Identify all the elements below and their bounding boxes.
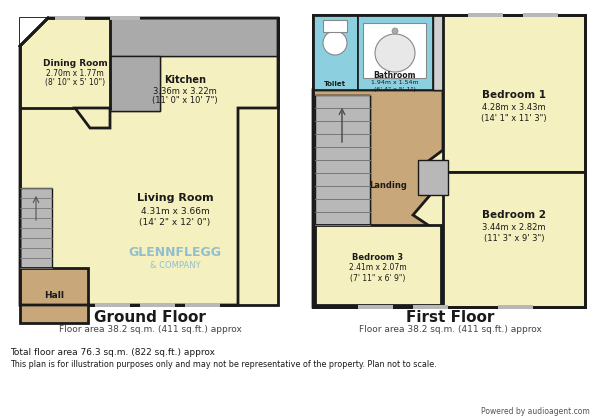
Bar (433, 15, 463, 90)
Text: Floor area 38.2 sq.m. (411 sq.ft.) approx: Floor area 38.2 sq.m. (411 sq.ft.) appro… (359, 325, 541, 333)
Bar (498, 305, 533, 309)
Text: This plan is for illustration purposes only and may not be representative of the: This plan is for illustration purposes o… (10, 360, 437, 369)
Text: Hall: Hall (44, 291, 64, 299)
Text: (11' 0" x 10' 7"): (11' 0" x 10' 7") (152, 97, 218, 105)
Text: Toilet: Toilet (324, 81, 346, 87)
Bar (315, 95, 370, 225)
Text: (11' 3" x 9' 3"): (11' 3" x 9' 3") (484, 234, 544, 242)
Text: 3.44m x 2.82m: 3.44m x 2.82m (482, 223, 546, 231)
Bar (20, 188, 52, 268)
Bar (315, 225, 441, 305)
Bar (20, 18, 278, 305)
Polygon shape (20, 18, 278, 305)
Bar (358, 15, 433, 90)
Text: (6' 4" x 5' 1"): (6' 4" x 5' 1") (374, 87, 416, 92)
Bar (110, 18, 278, 56)
Text: (8' 10" x 5' 10"): (8' 10" x 5' 10") (45, 78, 105, 87)
Text: 2.70m x 1.77m: 2.70m x 1.77m (46, 68, 104, 78)
Text: Ground Floor: Ground Floor (94, 310, 206, 326)
Text: Landing: Landing (369, 181, 407, 189)
Bar (443, 172, 585, 307)
Text: (14' 1" x 11' 3"): (14' 1" x 11' 3") (481, 113, 547, 123)
Text: Bedroom 1: Bedroom 1 (482, 90, 546, 100)
Bar (55, 16, 85, 20)
Text: Bedroom 2: Bedroom 2 (482, 210, 546, 220)
Text: (14' 2" x 12' 0"): (14' 2" x 12' 0") (139, 218, 211, 226)
Text: Powered by audioagent.com: Powered by audioagent.com (481, 407, 590, 417)
Ellipse shape (375, 34, 415, 72)
Bar (95, 303, 130, 307)
Bar (110, 56, 160, 111)
Bar (313, 15, 358, 90)
Bar (358, 305, 393, 309)
Text: & COMPANY: & COMPANY (149, 262, 200, 270)
Text: Total floor area 76.3 sq.m. (822 sq.ft.) approx: Total floor area 76.3 sq.m. (822 sq.ft.)… (10, 348, 215, 357)
Polygon shape (20, 18, 48, 46)
Polygon shape (20, 18, 48, 46)
Circle shape (323, 31, 347, 55)
Text: Floor area 38.2 sq.m. (411 sq.ft.) approx: Floor area 38.2 sq.m. (411 sq.ft.) appro… (59, 325, 241, 333)
Bar (323, 20, 347, 32)
Bar (110, 16, 140, 20)
Bar (523, 13, 558, 17)
Text: 4.31m x 3.66m: 4.31m x 3.66m (140, 207, 209, 215)
Text: GLENNFLEGG: GLENNFLEGG (128, 247, 221, 260)
Text: Kitchen: Kitchen (164, 75, 206, 85)
Circle shape (392, 28, 398, 34)
Text: Living Room: Living Room (137, 193, 214, 203)
Text: Bedroom 3: Bedroom 3 (352, 252, 404, 262)
Bar (110, 18, 278, 56)
Text: Bathroom: Bathroom (374, 71, 416, 79)
Bar (110, 56, 160, 111)
Text: 4.28m x 3.43m: 4.28m x 3.43m (482, 102, 546, 111)
Text: 2.41m x 2.07m: 2.41m x 2.07m (349, 263, 407, 273)
Polygon shape (75, 108, 110, 128)
Bar (140, 303, 175, 307)
Bar (185, 303, 220, 307)
Bar (110, 56, 160, 111)
Text: (7' 11" x 6' 9"): (7' 11" x 6' 9") (350, 273, 406, 283)
Text: First Floor: First Floor (406, 310, 494, 326)
Polygon shape (313, 90, 443, 307)
Text: 3.36m x 3.22m: 3.36m x 3.22m (153, 87, 217, 95)
Bar (110, 18, 278, 56)
Bar (468, 13, 503, 17)
Bar (315, 95, 370, 225)
Text: Dining Room: Dining Room (43, 58, 107, 68)
Text: 1.94m x 1.54m: 1.94m x 1.54m (371, 79, 419, 84)
Bar (413, 305, 448, 309)
Bar (313, 15, 585, 307)
Bar (443, 15, 585, 172)
Bar (363, 23, 426, 78)
Bar (20, 268, 88, 323)
Bar (418, 160, 448, 195)
